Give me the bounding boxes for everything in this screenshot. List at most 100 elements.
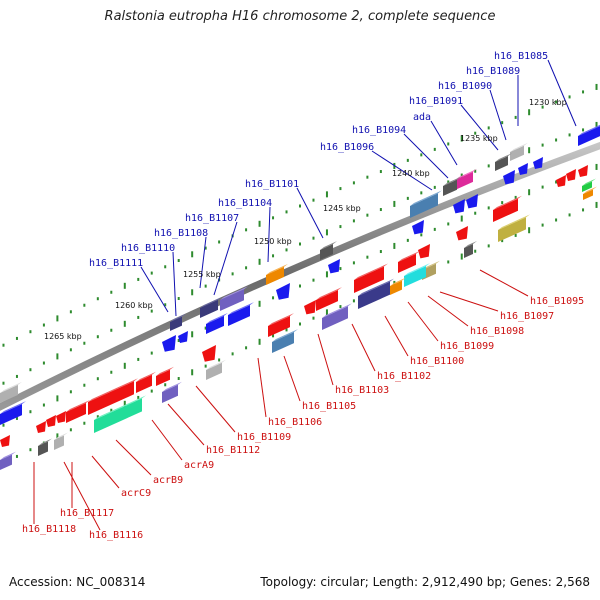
tick-row-outer-mark: [487, 126, 490, 130]
tick-row-bottom-mark: [487, 244, 490, 248]
tick-row-inner-mark: [42, 361, 45, 365]
forward-gene-arrow: [518, 163, 528, 175]
tick-row-outer-mark: [42, 323, 45, 327]
forward-leader-line: [460, 104, 499, 151]
forward-gene-label[interactable]: h16_B1110: [121, 243, 175, 254]
tick-row-bottom-mark: [110, 408, 113, 412]
tick-row-outer-mark: [150, 271, 153, 275]
tick-row-inner-mark: [433, 185, 436, 189]
tick-row-lower-mark: [15, 416, 18, 420]
reverse-gene-label[interactable]: h16_B1118: [22, 524, 76, 535]
forward-gene: [510, 142, 528, 161]
tick-row-outer-mark: [164, 265, 167, 269]
forward-gene-arrow: [533, 157, 543, 169]
tick-row-lower-mark: [29, 410, 32, 414]
tick-row-lower-mark: [487, 206, 490, 210]
tick-row-outer-mark: [29, 330, 32, 334]
forward-gene-label[interactable]: h16_B1096: [320, 142, 374, 153]
tick-row-lower-mark: [83, 383, 86, 387]
tick-row-inner-mark: [272, 254, 275, 258]
scale-label: 1260 kbp: [115, 301, 153, 310]
forward-gene-label[interactable]: h16_B1091: [409, 96, 463, 107]
scale-label: 1265 kbp: [44, 332, 82, 341]
forward-gene-label[interactable]: h16_B1090: [438, 81, 492, 92]
tick-row-outer-mark: [555, 100, 558, 104]
reverse-gene: [398, 250, 420, 273]
tick-row-bottom-mark: [541, 223, 544, 227]
forward-gene-label[interactable]: h16_B1101: [245, 179, 299, 190]
tick-row-lower-mark: [339, 267, 342, 271]
tick-row-bottom-mark: [568, 213, 571, 217]
reverse-gene-arrow: [418, 244, 430, 259]
reverse-gene: [94, 395, 146, 433]
forward-gene-label[interactable]: ada: [413, 112, 431, 123]
reverse-gene-arrow: [578, 165, 588, 177]
tick-row-inner-mark: [406, 196, 409, 200]
tick-row-bottom-mark: [191, 369, 194, 376]
reverse-gene-label[interactable]: acrA9: [184, 460, 214, 471]
forward-leader-line: [489, 89, 507, 141]
forward-gene-label[interactable]: h16_B1094: [352, 125, 406, 136]
tick-row-outer-mark: [541, 105, 544, 109]
reverse-gene-label[interactable]: h16_B1100: [410, 356, 464, 367]
forward-gene-label[interactable]: h16_B1107: [185, 213, 239, 224]
tick-row-bottom-mark: [150, 389, 153, 393]
reverse-gene-label[interactable]: acrB9: [153, 475, 183, 486]
tick-row-outer-mark: [245, 228, 248, 232]
reverse-gene-label[interactable]: h16_B1102: [377, 371, 431, 382]
reverse-gene: [206, 359, 226, 380]
forward-gene-label[interactable]: h16_B1111: [89, 258, 143, 269]
tick-row-outer-mark: [123, 282, 126, 289]
forward-gene: [320, 241, 337, 260]
reverse-gene-label[interactable]: h16_B1097: [500, 311, 554, 322]
tick-row-inner-mark: [325, 229, 328, 236]
tick-row-inner-mark: [2, 381, 5, 385]
scale-label: 1230 kbp: [529, 98, 567, 107]
forward-gene-label[interactable]: h16_B1104: [218, 198, 272, 209]
reverse-gene-label[interactable]: h16_B1095: [530, 296, 584, 307]
forward-leader-line: [430, 120, 458, 166]
reverse-leader-line: [151, 419, 183, 461]
reverse-gene-label[interactable]: h16_B1103: [335, 385, 389, 396]
forward-gene-label[interactable]: h16_B1089: [466, 66, 520, 77]
tick-rows: [2, 83, 598, 465]
reverse-gene-label[interactable]: h16_B1109: [237, 432, 291, 443]
reverse-gene: [322, 303, 352, 330]
forward-leader-line: [140, 266, 169, 313]
tick-row-inner-mark: [83, 341, 86, 345]
tick-row-outer-mark: [447, 142, 450, 146]
tick-row-bottom-mark: [447, 260, 450, 264]
reverse-gene-label[interactable]: h16_B1106: [268, 417, 322, 428]
tick-row-inner-mark: [487, 164, 490, 168]
reverse-gene-label[interactable]: h16_B1112: [206, 445, 260, 456]
reverse-gene-label[interactable]: h16_B1098: [470, 326, 524, 337]
reverse-gene-label[interactable]: h16_B1116: [89, 530, 143, 541]
reverse-gene-label[interactable]: h16_B1099: [440, 341, 494, 352]
tick-row-bottom-mark: [582, 208, 585, 212]
reverse-gene-label[interactable]: h16_B1117: [60, 508, 114, 519]
tick-row-lower-mark: [272, 296, 275, 300]
tick-row-bottom-mark: [83, 421, 86, 425]
tick-row-inner-mark: [352, 219, 355, 223]
forward-gene-label[interactable]: h16_B1108: [154, 228, 208, 239]
reverse-gene: [498, 214, 530, 242]
reverse-leader-line: [384, 315, 409, 357]
reverse-gene-arrow: [0, 435, 10, 447]
reverse-gene-label[interactable]: acrC9: [121, 488, 151, 499]
forward-leader-line: [403, 133, 449, 179]
reverse-gene-arrow: [46, 415, 56, 427]
summary-text: Topology: circular; Length: 2,912,490 bp…: [260, 575, 590, 589]
reverse-gene-arrow: [56, 411, 66, 423]
forward-gene: [200, 296, 222, 318]
tick-row-bottom-mark: [312, 316, 315, 320]
tick-row-lower-mark: [393, 242, 396, 249]
forward-gene: [443, 176, 461, 196]
tick-row-lower-mark: [514, 195, 517, 199]
forward-gene: [220, 286, 248, 311]
forward-gene-label[interactable]: h16_B1085: [494, 51, 548, 62]
forward-leader-line: [199, 236, 207, 289]
tick-row-lower-mark: [541, 185, 544, 189]
tick-row-bottom-mark: [339, 305, 342, 309]
forward-leader-line: [267, 206, 271, 263]
reverse-gene-label[interactable]: h16_B1105: [302, 401, 356, 412]
